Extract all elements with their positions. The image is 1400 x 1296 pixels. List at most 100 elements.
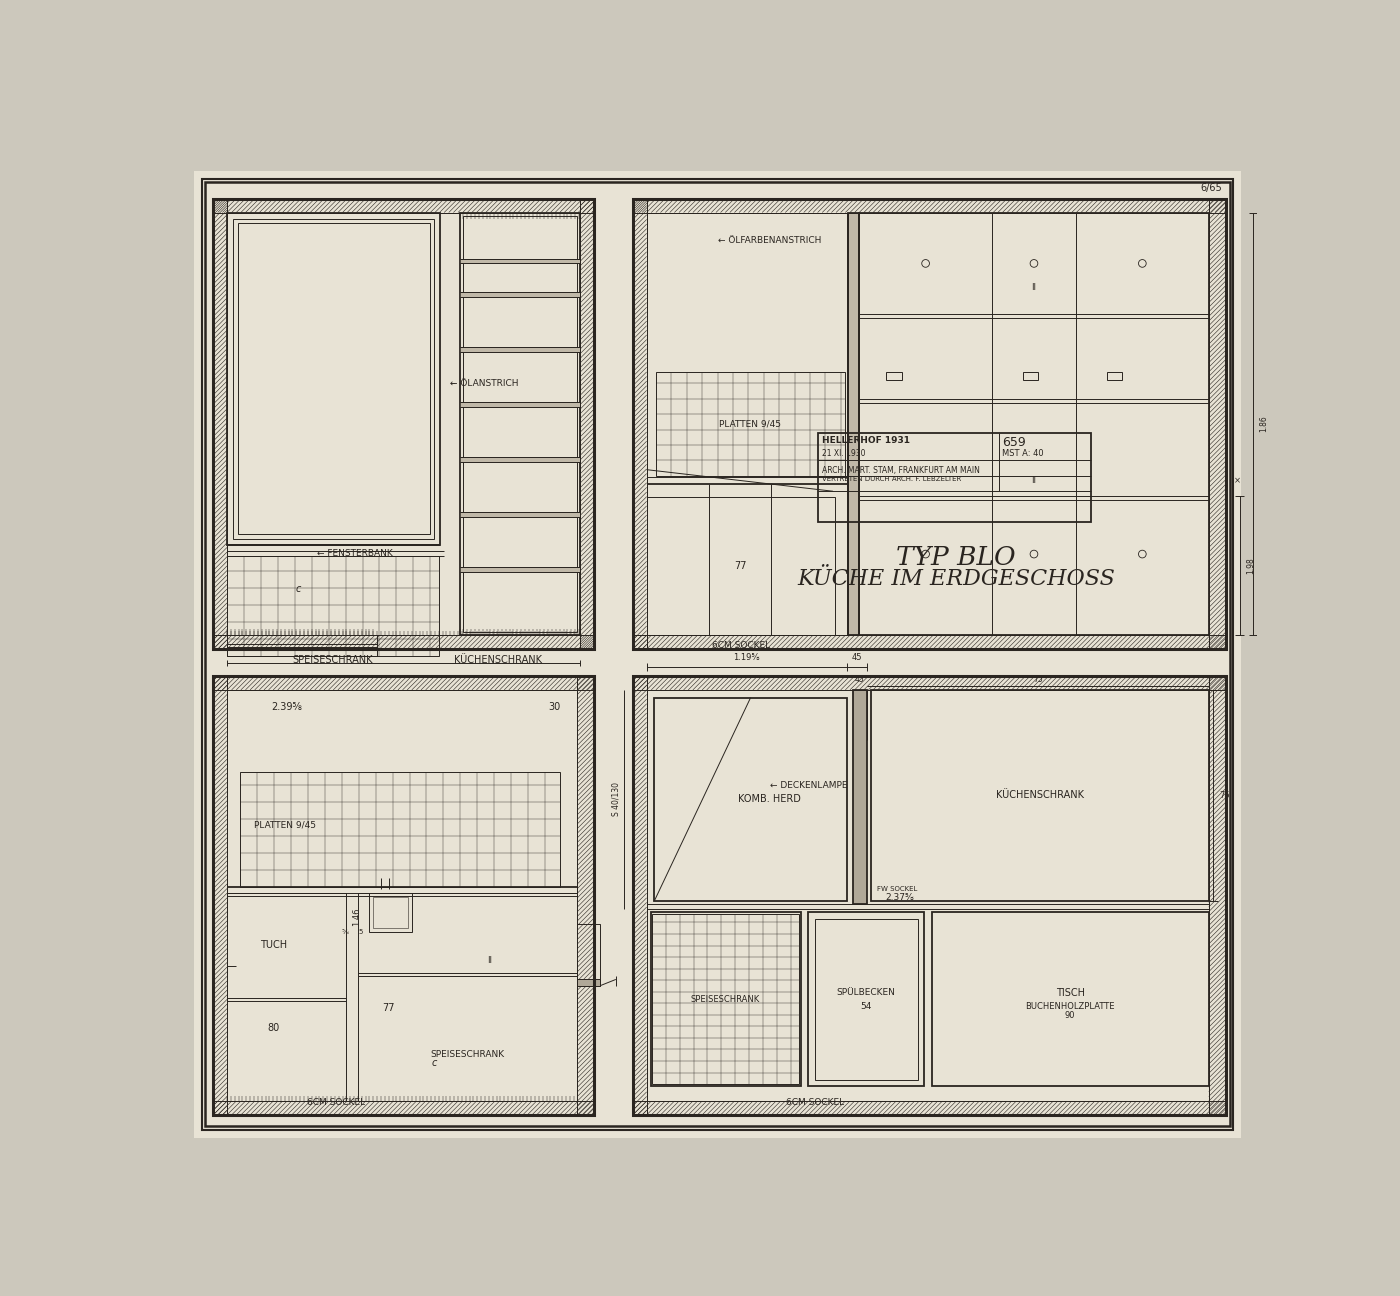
Bar (238, 223, 430, 534)
Text: 90: 90 (1065, 1011, 1075, 1020)
Bar (227, 635, 377, 656)
Bar (459, 347, 581, 353)
Bar (818, 433, 1091, 522)
Text: 75: 75 (1219, 791, 1231, 800)
Bar (462, 215, 577, 632)
Text: ← FENSTERBANK: ← FENSTERBANK (316, 550, 393, 559)
Text: 1.98: 1.98 (1246, 557, 1254, 574)
Bar (1208, 677, 1226, 1115)
Bar (1107, 372, 1123, 380)
Text: II: II (1032, 283, 1036, 292)
Text: II: II (1032, 476, 1036, 485)
Bar (374, 897, 407, 928)
Bar (853, 689, 867, 905)
Bar (577, 924, 601, 985)
Text: SPEISESCHRANK: SPEISESCHRANK (293, 656, 372, 665)
Bar (633, 1102, 1225, 1115)
Bar (633, 198, 1225, 649)
Bar (651, 912, 801, 1086)
Text: S 40/130: S 40/130 (612, 783, 620, 816)
Bar (633, 198, 1225, 213)
Text: 5: 5 (358, 929, 363, 934)
Text: 77: 77 (735, 561, 746, 572)
Text: ← DECKENLAMPE: ← DECKENLAMPE (770, 781, 848, 789)
Bar (647, 498, 834, 635)
Text: 1.46: 1.46 (353, 907, 361, 925)
Text: 2.37⅝: 2.37⅝ (885, 893, 914, 902)
Bar (633, 677, 1225, 689)
Text: 2.39⅝: 2.39⅝ (270, 702, 302, 712)
Bar (459, 293, 581, 297)
Bar (358, 893, 577, 1102)
Text: ← ÖLFARBENANSTRICH: ← ÖLFARBENANSTRICH (717, 236, 820, 245)
Bar (633, 198, 647, 649)
Bar (1208, 198, 1226, 649)
Bar (581, 198, 595, 649)
Text: TUCH: TUCH (259, 940, 287, 950)
Bar (213, 198, 595, 649)
Bar (459, 402, 581, 407)
Text: 75: 75 (1033, 675, 1043, 684)
Text: 30: 30 (549, 702, 560, 712)
Text: HELLERHOF 1931: HELLERHOF 1931 (822, 435, 910, 445)
Text: PLATTEN 9/45: PLATTEN 9/45 (253, 820, 316, 829)
Text: ×: × (1233, 476, 1240, 485)
Text: FW SOCKEL: FW SOCKEL (876, 885, 917, 892)
Bar (459, 512, 581, 517)
Text: 45: 45 (851, 653, 862, 662)
Bar (808, 912, 924, 1086)
Bar (459, 259, 581, 263)
Text: 21 XI. 1930: 21 XI. 1930 (822, 448, 865, 457)
Bar (577, 980, 601, 985)
Bar (213, 677, 595, 1115)
Text: II: II (487, 956, 491, 966)
Text: BUCHENHOLZPLATTE: BUCHENHOLZPLATTE (1025, 1002, 1114, 1011)
Text: SPÜLBECKEN: SPÜLBECKEN (837, 989, 896, 998)
Bar (652, 914, 799, 1085)
Bar (860, 213, 1208, 635)
Bar (241, 771, 560, 886)
Text: TYP BLO: TYP BLO (896, 546, 1016, 570)
Text: c: c (433, 1058, 437, 1068)
Bar (213, 677, 595, 689)
Text: ARCH. MART. STAM, FRANKFURT AM MAIN: ARCH. MART. STAM, FRANKFURT AM MAIN (822, 465, 980, 474)
Bar (213, 198, 595, 213)
Bar (213, 1102, 595, 1115)
Text: c: c (295, 584, 301, 594)
Bar (227, 556, 438, 656)
Text: TISCH: TISCH (1056, 988, 1085, 998)
Text: 80: 80 (267, 1024, 280, 1033)
Bar (1023, 372, 1039, 380)
Text: 6/65: 6/65 (1200, 183, 1222, 193)
Bar (848, 213, 860, 635)
Text: VERTRETEN DURCH ARCH. F. LEBZELTER: VERTRETEN DURCH ARCH. F. LEBZELTER (822, 476, 962, 482)
Text: 54: 54 (861, 1002, 872, 1011)
Bar (886, 372, 902, 380)
Text: KOMB. HERD: KOMB. HERD (738, 794, 801, 805)
Text: KÜCHENSCHRANK: KÜCHENSCHRANK (995, 791, 1084, 801)
Text: PLATTEN 9/45: PLATTEN 9/45 (720, 420, 781, 429)
Bar (459, 457, 581, 461)
Bar (227, 893, 346, 1102)
Text: 6CM SOCKEL: 6CM SOCKEL (711, 642, 770, 651)
Bar (370, 893, 412, 932)
Bar (213, 635, 595, 649)
Bar (654, 697, 847, 901)
Bar (633, 677, 647, 1115)
Bar (657, 372, 844, 476)
Bar (633, 677, 1225, 1115)
Bar (633, 635, 1225, 649)
Text: 659: 659 (1002, 435, 1026, 448)
Text: 6CM SOCKEL: 6CM SOCKEL (307, 1098, 365, 1107)
Bar (213, 677, 227, 1115)
Text: KÜCHE IM ERDGESCHOSS: KÜCHE IM ERDGESCHOSS (797, 568, 1116, 590)
Bar (459, 213, 581, 635)
Bar (931, 912, 1208, 1086)
Text: SPEISESCHRANK: SPEISESCHRANK (692, 994, 760, 1003)
Text: 77: 77 (382, 1003, 395, 1012)
Bar (577, 677, 595, 1115)
Text: ⅝: ⅝ (342, 929, 349, 934)
Text: MST A: 40: MST A: 40 (1002, 448, 1044, 457)
Text: 1.19⅝: 1.19⅝ (734, 653, 760, 662)
Bar (871, 689, 1208, 901)
